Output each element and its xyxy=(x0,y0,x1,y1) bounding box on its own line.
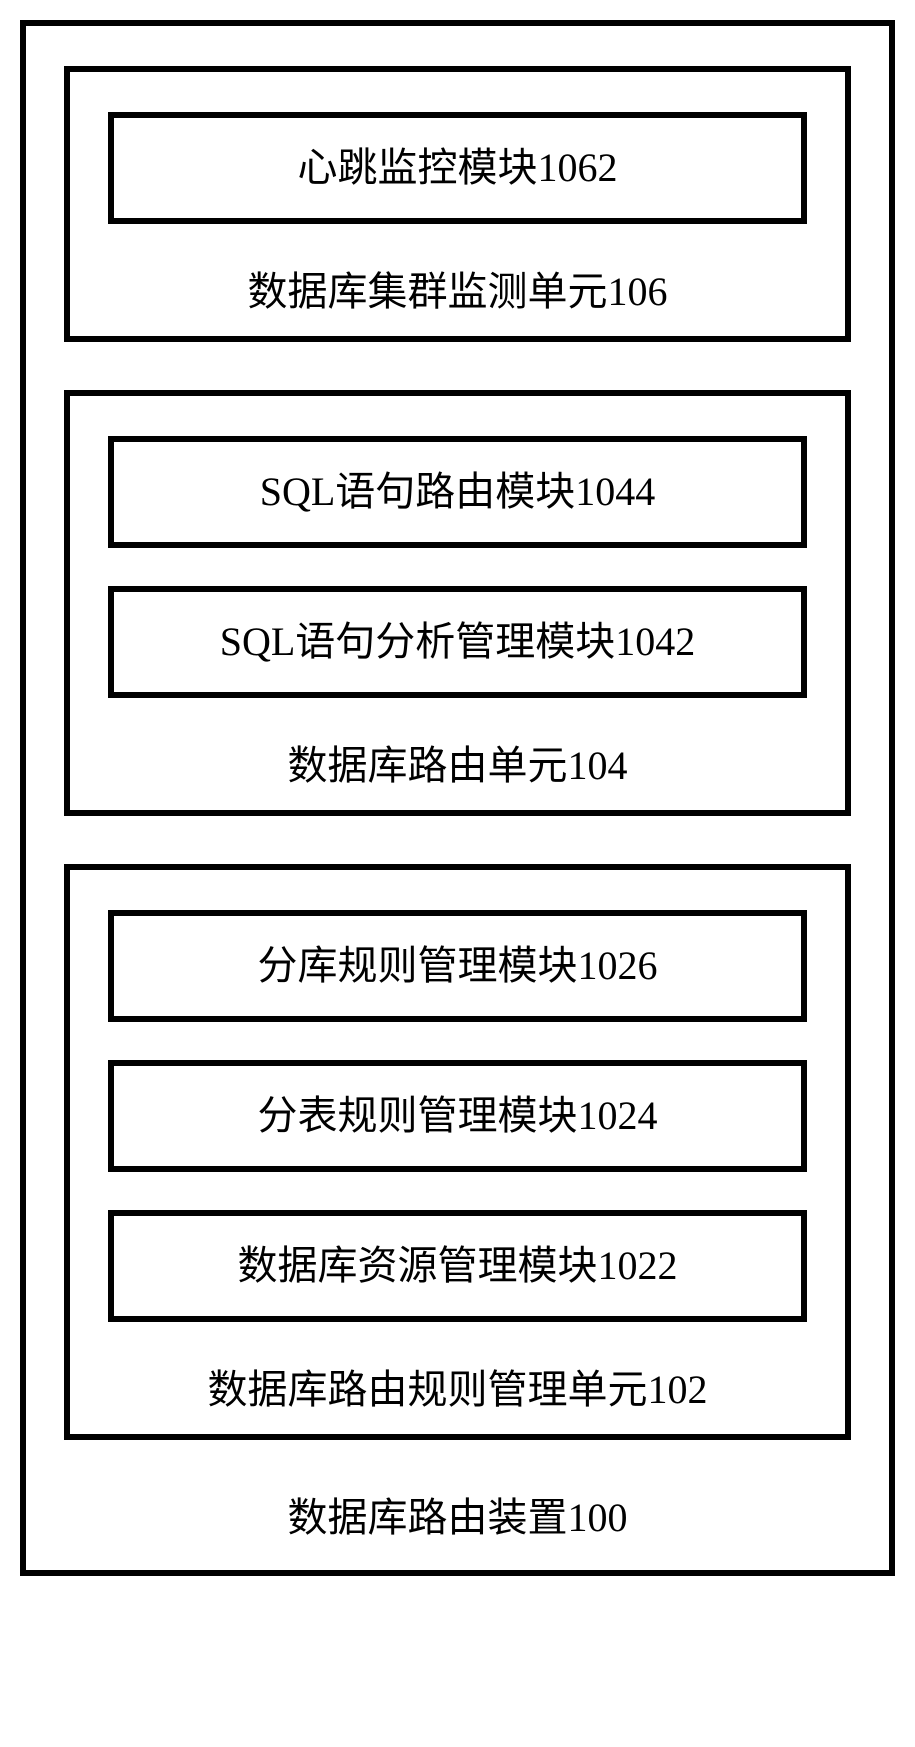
routing-rule-management-unit: 分库规则管理模块1026 分表规则管理模块1024 数据库资源管理模块1022 … xyxy=(64,864,851,1440)
database-routing-unit-label: 数据库路由单元104 xyxy=(108,736,807,792)
sharding-table-rule-module: 分表规则管理模块1024 xyxy=(108,1060,807,1172)
db-resource-management-module: 数据库资源管理模块1022 xyxy=(108,1210,807,1322)
heartbeat-monitoring-module: 心跳监控模块1062 xyxy=(108,112,807,224)
database-routing-device-label: 数据库路由装置100 xyxy=(64,1488,851,1550)
routing-rule-management-unit-label: 数据库路由规则管理单元102 xyxy=(108,1360,807,1416)
database-routing-device: 心跳监控模块1062 数据库集群监测单元106 SQL语句路由模块1044 SQ… xyxy=(20,20,895,1576)
sql-routing-module: SQL语句路由模块1044 xyxy=(108,436,807,548)
database-routing-unit: SQL语句路由模块1044 SQL语句分析管理模块1042 数据库路由单元104 xyxy=(64,390,851,816)
cluster-monitoring-unit-label: 数据库集群监测单元106 xyxy=(108,262,807,318)
cluster-monitoring-unit: 心跳监控模块1062 数据库集群监测单元106 xyxy=(64,66,851,342)
sql-analysis-management-module: SQL语句分析管理模块1042 xyxy=(108,586,807,698)
sharding-db-rule-module: 分库规则管理模块1026 xyxy=(108,910,807,1022)
